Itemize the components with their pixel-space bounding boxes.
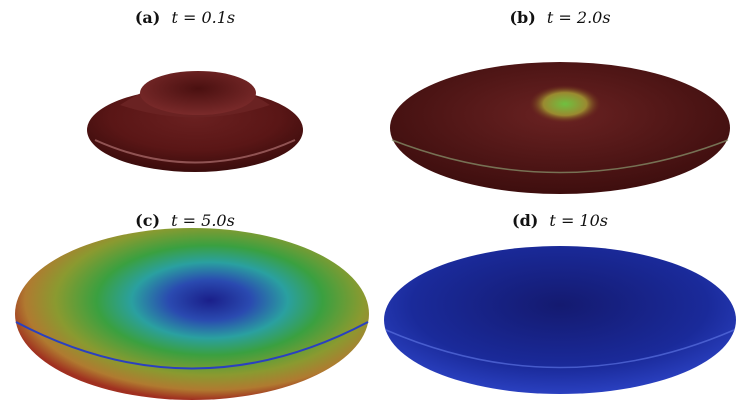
panel-title: (a) t = 0.1s	[135, 8, 235, 27]
render-c	[15, 228, 369, 400]
panel-time: t = 5.0s	[171, 211, 235, 230]
render-d	[384, 246, 736, 394]
panel-label: (c)	[135, 211, 160, 230]
panel-title: (d) t = 10s	[512, 211, 608, 230]
panel-title: (c) t = 5.0s	[135, 211, 235, 230]
render-a	[87, 71, 303, 172]
panel-time: t = 10s	[549, 211, 608, 230]
panel-time: t = 0.1s	[171, 8, 235, 27]
panel-time: t = 2.0s	[547, 8, 611, 27]
panel-label: (b)	[509, 8, 535, 27]
panel-label: (a)	[135, 8, 161, 27]
panel-title: (b) t = 2.0s	[509, 8, 610, 27]
panel-label: (d)	[512, 211, 538, 230]
render-b	[390, 62, 730, 194]
